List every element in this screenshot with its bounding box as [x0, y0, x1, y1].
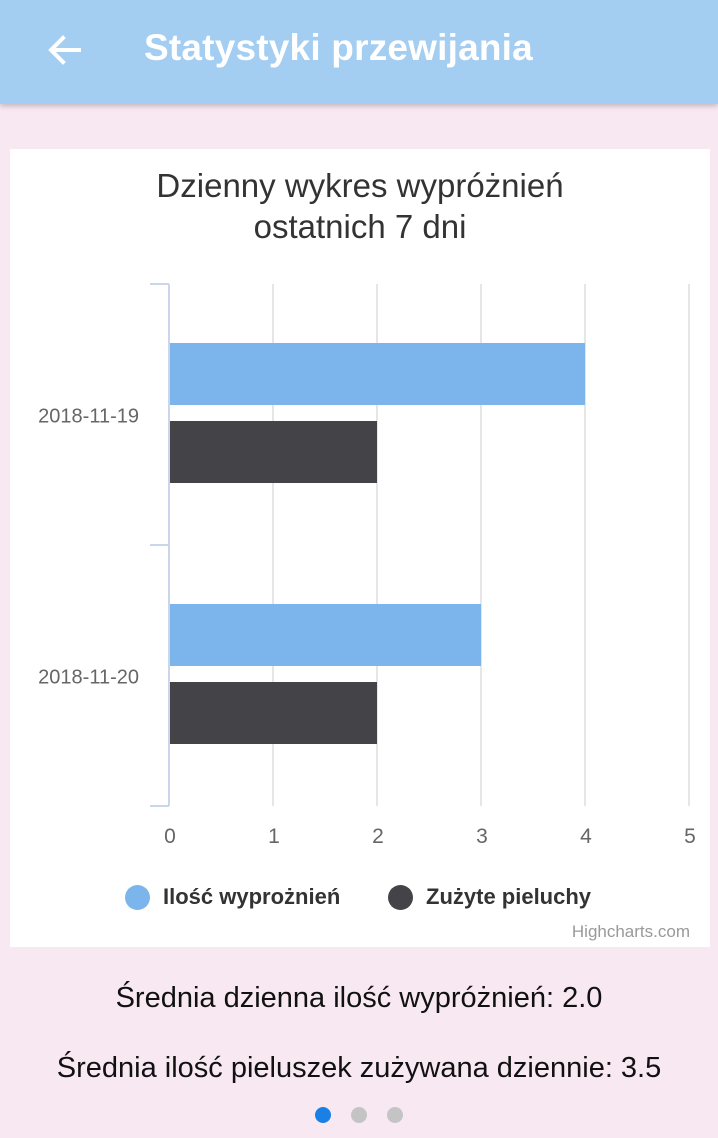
legend-label: Zużyte pieluchy — [426, 884, 592, 909]
page-title: Statystyki przewijania — [144, 27, 533, 68]
legend-item-bowel-movements[interactable]: Ilość wyprożnień — [125, 880, 340, 914]
chart-title-line-2: ostatnich 7 dni — [253, 208, 467, 245]
chart-card: Dzienny wykres wypróżnień ostatnich 7 dn… — [10, 149, 710, 947]
legend-item-diapers[interactable]: Zużyte pieluchy — [388, 880, 591, 914]
highcharts-credits[interactable]: Highcharts.com — [571, 922, 690, 941]
app-bar: Statystyki przewijania — [0, 0, 718, 104]
page-dot-1[interactable] — [315, 1107, 331, 1123]
avg-diapers-text: Średnia ilość pieluszek zużywana dzienni… — [56, 1052, 662, 1084]
avg-bowel-movements-text: Średnia dzienna ilość wypróżnień: 2.0 — [115, 982, 603, 1014]
legend-marker — [125, 884, 150, 910]
page-dot-2[interactable] — [351, 1107, 367, 1123]
chart-legend: Ilość wyprożnień Zużyte pieluchy — [0, 880, 718, 914]
legend-label: Ilość wyprożnień — [163, 884, 341, 909]
arrow-left-icon — [48, 35, 81, 65]
page-indicator — [0, 1107, 718, 1127]
back-button[interactable] — [40, 26, 88, 74]
page-dot-3[interactable] — [387, 1107, 403, 1123]
chart-title-line-1: Dzienny wykres wypróżnień — [156, 167, 564, 204]
legend-marker — [388, 884, 413, 910]
